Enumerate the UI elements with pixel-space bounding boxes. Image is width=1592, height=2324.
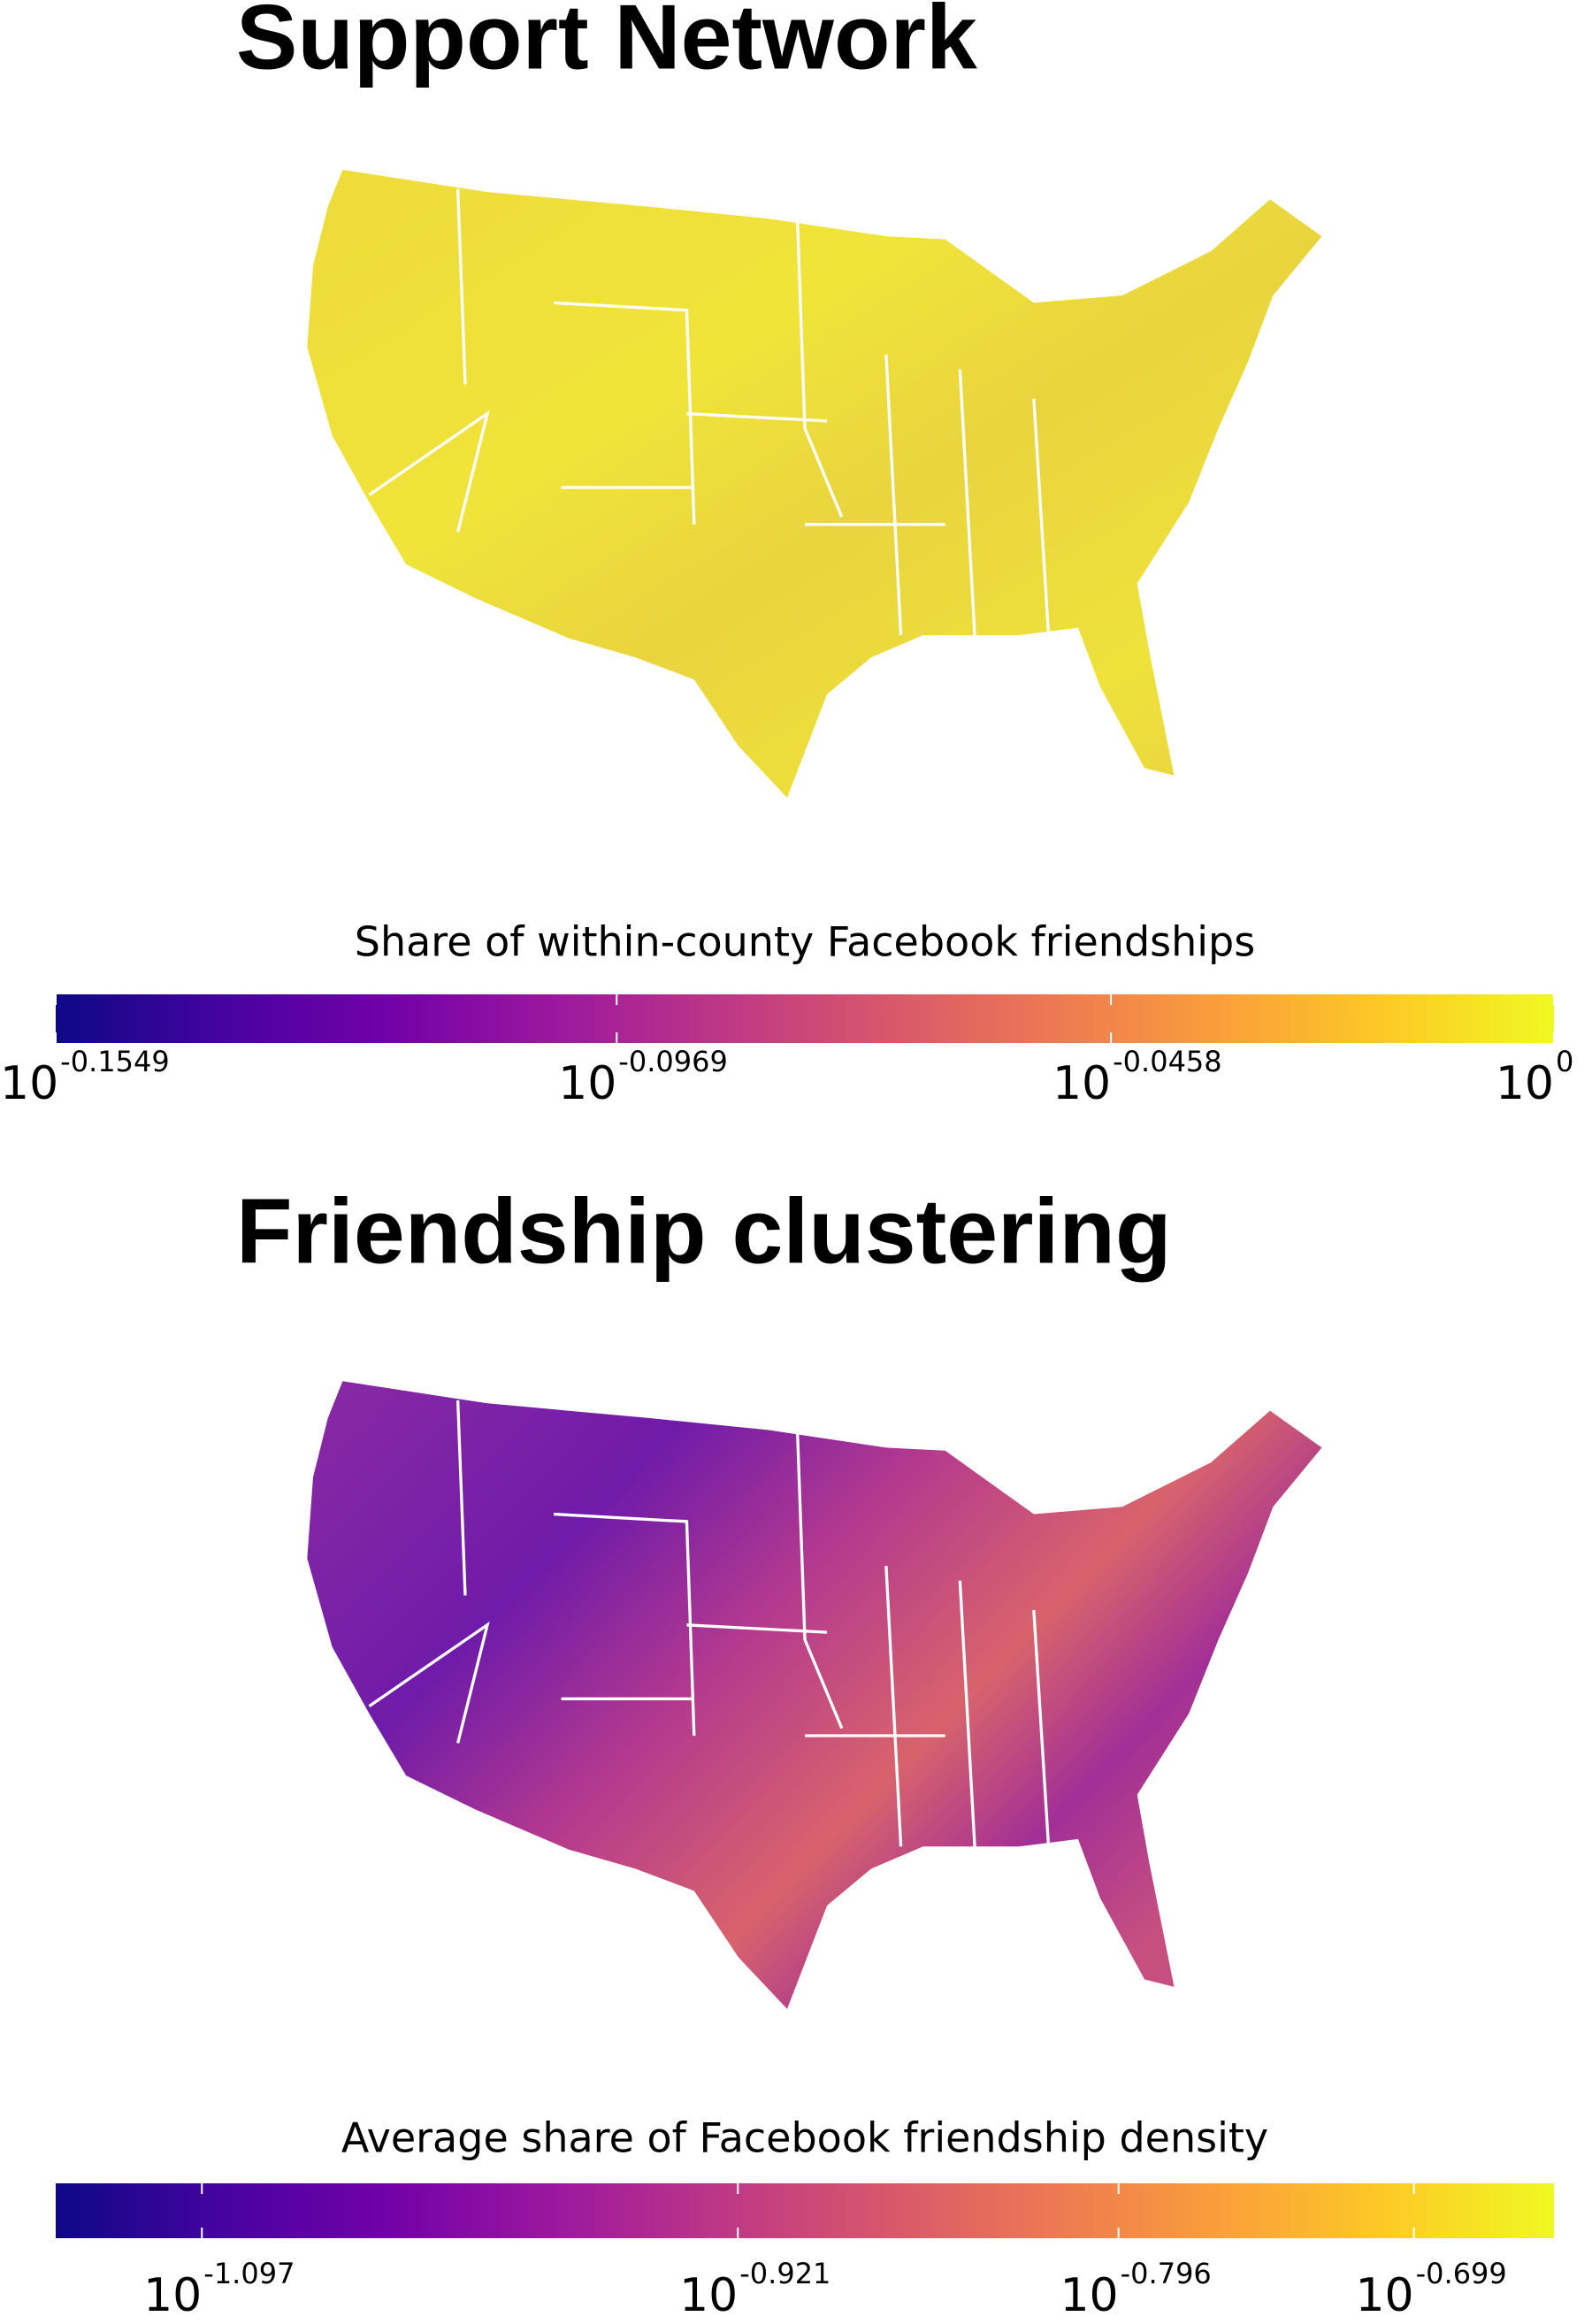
panel-title: Friendship clustering — [236, 1180, 1171, 1283]
tick-base: 10 — [1355, 2269, 1413, 2322]
colorbar-label: Average share of Facebook friendship den… — [341, 2114, 1268, 2162]
tick-base: 10 — [558, 1057, 616, 1110]
tick-exponent: -0.0969 — [618, 1045, 728, 1078]
tick-exponent: -1.097 — [203, 2257, 295, 2290]
tick-base: 10 — [1060, 2269, 1118, 2322]
panel-title: Support Network — [236, 0, 977, 88]
state-borders — [368, 1400, 1051, 1847]
colorbar — [56, 2183, 1554, 2238]
tick-base: 10 — [1496, 1057, 1554, 1110]
tick-base: 10 — [1052, 1057, 1111, 1110]
tick-base: 10 — [679, 2269, 738, 2322]
tick-exponent: -0.699 — [1416, 2257, 1507, 2290]
tick-base: 10 — [143, 2269, 202, 2322]
map-clustering — [307, 1381, 1322, 2009]
map-support — [307, 170, 1322, 798]
colorbar — [56, 994, 1554, 1043]
state-borders — [368, 188, 1051, 636]
tick-exponent: -0.921 — [739, 2257, 830, 2290]
tick-exponent: -0.796 — [1121, 2257, 1212, 2290]
tick-exponent: -0.1549 — [60, 1045, 170, 1078]
tick-base: 10 — [0, 1057, 58, 1110]
tick-exponent: 0 — [1556, 1045, 1573, 1078]
tick-exponent: -0.0458 — [1113, 1045, 1222, 1078]
colorbar-label: Share of within-county Facebook friendsh… — [355, 918, 1255, 966]
